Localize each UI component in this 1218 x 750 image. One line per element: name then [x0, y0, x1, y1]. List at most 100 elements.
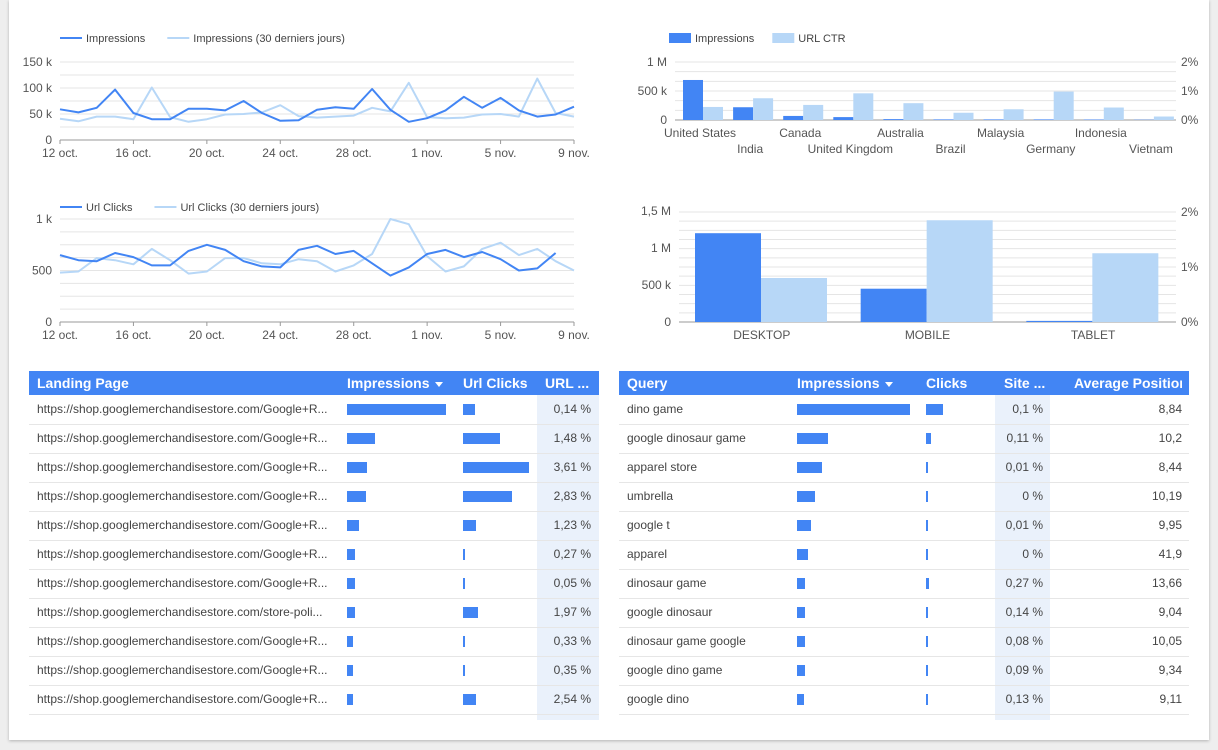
impressions-bar: [797, 462, 822, 473]
clicks-bar: [926, 607, 928, 618]
legend-label: Impressions (30 derniers jours): [193, 33, 345, 45]
impressions-bar: [347, 665, 353, 676]
table-row[interactable]: https://shop.googlemerchandisestore.com/…: [29, 598, 599, 628]
x-category-label: Canada: [779, 126, 821, 140]
table-row[interactable]: https://shop.googlemerchandisestore.com/…: [29, 685, 599, 715]
table-row[interactable]: dino game 0,1 % 8,84: [619, 395, 1189, 425]
col-header-url-ctr[interactable]: URL ...: [545, 375, 590, 391]
table-row[interactable]: apparel store 0,01 % 8,44: [619, 453, 1189, 483]
average-position-value: 9,04: [1158, 605, 1182, 619]
table-row[interactable]: https://shop.googlemerchandisestore.com/…: [29, 656, 599, 686]
table-row[interactable]: https://shop.googlemerchandisestore.com/…: [29, 511, 599, 541]
x-category-label: Vietnam: [1129, 142, 1173, 156]
table-row[interactable]: google dino 0,13 % 9,11: [619, 685, 1189, 715]
x-tick-label: 20 oct.: [189, 328, 225, 342]
x-category-label: Australia: [877, 126, 924, 140]
bar-impressions: [733, 107, 754, 120]
x-category-label: Indonesia: [1075, 126, 1127, 140]
x-category-label: TABLET: [1071, 328, 1116, 342]
bar-url-ctr: [1003, 109, 1024, 120]
url-ctr-value: 0,27 %: [553, 547, 591, 561]
url-clicks-bar: [463, 578, 465, 589]
report-canvas: Impressions Impressions (30 derniers jour…: [9, 0, 1209, 740]
col-header-site-ctr[interactable]: Site ...: [1004, 375, 1046, 391]
x-tick-label: 1 nov.: [411, 328, 443, 342]
y-tick-label: 150 k: [23, 55, 53, 69]
impressions-bar: [797, 607, 805, 618]
col-header-clicks[interactable]: Clicks: [926, 375, 968, 391]
table-row[interactable]: google dinosaur game 0,11 % 10,2: [619, 424, 1189, 454]
col-header-landing-page[interactable]: Landing Page: [37, 375, 129, 391]
col-header-url-clicks[interactable]: Url Clicks: [463, 375, 528, 391]
impressions-bar: [797, 578, 805, 589]
bar-url-ctr: [753, 98, 774, 120]
table-row[interactable]: google t 0,01 % 9,95: [619, 511, 1189, 541]
table-row[interactable]: https://shop.googlemerchandisestore.com/…: [29, 482, 599, 512]
impressions-bar: [347, 607, 355, 618]
table-row[interactable]: umbrella 0 % 10,19: [619, 482, 1189, 512]
table-row[interactable]: https://shop.googlemerchandisestore.com/…: [29, 424, 599, 454]
x-category-label: Malaysia: [977, 126, 1025, 140]
clicks-bar: [926, 694, 928, 705]
bar-impressions: [933, 119, 954, 120]
impressions-bar: [797, 665, 805, 676]
y-tick-label-left: 0: [660, 113, 667, 127]
query-table: Query Impressions Clicks Site ... Averag…: [619, 371, 1189, 720]
clicks-bar: [926, 578, 929, 589]
url-clicks-bar: [463, 520, 477, 531]
table-header: Query Impressions Clicks Site ... Averag…: [619, 371, 1189, 395]
col-header-impressions-label: Impressions: [797, 375, 880, 391]
landing-page-url: https://shop.googlemerchandisestore.com/…: [37, 663, 328, 677]
site-ctr-value: 0,09 %: [1005, 663, 1043, 677]
impressions-bar: [347, 578, 355, 589]
legend-label: URL CTR: [798, 33, 845, 45]
y-tick-label-left: 1,5 M: [641, 204, 671, 218]
average-position-value: 41,9: [1158, 547, 1182, 561]
table-row[interactable]: https://shop.googlemerchandisestore.com/…: [29, 395, 599, 425]
clicks-bar: [926, 636, 928, 647]
average-position-value: 8,44: [1158, 460, 1182, 474]
bar-url-ctr: [903, 103, 924, 120]
ctr-column-highlight: [537, 395, 599, 720]
table-row[interactable]: https://shop.googlemerchandisestore.com/…: [29, 540, 599, 570]
table-row[interactable]: https://shop.googlemerchandisestore.com/…: [29, 627, 599, 657]
sort-desc-icon: [435, 381, 444, 387]
query-text: dinosaur game google: [627, 634, 746, 648]
site-ctr-value: 0,14 %: [1005, 605, 1043, 619]
table-row[interactable]: google dino game 0,09 % 9,34: [619, 656, 1189, 686]
average-position-value: 9,11: [1159, 692, 1182, 706]
col-header-impressions[interactable]: Impressions: [797, 371, 912, 395]
impressions-bar: [347, 462, 367, 473]
bar-impressions: [1026, 320, 1093, 322]
impressions-bar: [347, 636, 353, 647]
query-text: apparel: [627, 547, 668, 561]
x-category-label: MOBILE: [905, 328, 950, 342]
col-header-average-position[interactable]: Average Position: [1074, 375, 1182, 391]
col-header-impressions[interactable]: Impressions: [347, 371, 457, 395]
impressions-line-chart: Impressions Impressions (30 derniers jour…: [23, 33, 590, 160]
table-row[interactable]: https://shop.googlemerchandisestore.com/…: [29, 569, 599, 599]
ctr-column-highlight: [995, 395, 1050, 720]
col-header-impressions-label: Impressions: [347, 375, 430, 391]
url-clicks-bar: [463, 636, 465, 647]
average-position-value: 9,95: [1158, 518, 1182, 532]
table-row[interactable]: dinosaur game google 0,08 % 10,05: [619, 627, 1189, 657]
x-tick-label: 9 nov.: [558, 328, 590, 342]
table-row[interactable]: google dinosaur 0,14 % 9,04: [619, 598, 1189, 628]
bar-impressions: [833, 117, 854, 120]
impressions-bar: [347, 404, 446, 415]
table-row[interactable]: https://shop.googlemerchandisestore.com/…: [29, 453, 599, 483]
legend-swatch: [772, 33, 795, 43]
average-position-value: 10,2: [1158, 431, 1182, 445]
series-line-previous-period: [59, 218, 575, 275]
table-row[interactable]: dinosaur game 0,27 % 13,66: [619, 569, 1189, 599]
x-tick-label: 16 oct.: [115, 328, 151, 342]
table-row[interactable]: apparel 0 % 41,9: [619, 540, 1189, 570]
bar-url-ctr: [803, 104, 824, 120]
y-tick-label-right: 0%: [1181, 315, 1199, 329]
table-header: Landing Page Impressions Url Clicks URL …: [29, 371, 599, 395]
url-clicks-line-chart: Url Clicks Url Clicks (30 derniers jours)…: [32, 202, 590, 342]
bar-url-ctr: [853, 93, 874, 120]
col-header-query[interactable]: Query: [627, 375, 668, 391]
